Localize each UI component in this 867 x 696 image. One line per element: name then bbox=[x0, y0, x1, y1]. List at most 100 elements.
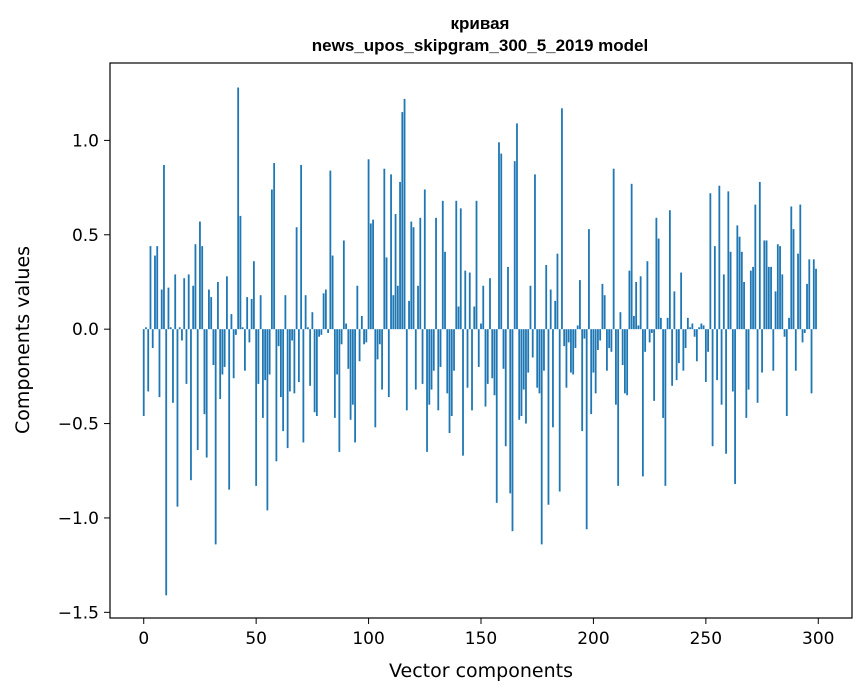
bar bbox=[500, 153, 503, 330]
x-tick-label: 150 bbox=[465, 629, 497, 649]
bar bbox=[390, 174, 392, 330]
bar bbox=[205, 329, 208, 458]
bar bbox=[475, 200, 478, 330]
bar bbox=[765, 240, 768, 330]
bar bbox=[520, 329, 523, 417]
bar bbox=[412, 227, 415, 330]
bar bbox=[435, 217, 437, 330]
bar bbox=[217, 281, 219, 330]
bar bbox=[270, 189, 273, 330]
bar bbox=[531, 329, 534, 358]
bar bbox=[704, 329, 707, 383]
bar bbox=[441, 200, 444, 330]
bar bbox=[675, 329, 678, 381]
bar bbox=[250, 298, 253, 330]
bar bbox=[565, 329, 568, 388]
bar bbox=[448, 329, 451, 433]
bar bbox=[770, 266, 772, 330]
bar bbox=[635, 281, 638, 330]
bar bbox=[291, 329, 294, 341]
bar bbox=[459, 208, 462, 330]
plot-area-frame bbox=[109, 62, 853, 619]
bar bbox=[403, 98, 406, 330]
bar bbox=[630, 183, 633, 330]
bar bbox=[628, 270, 631, 330]
bar bbox=[700, 323, 703, 330]
bar bbox=[340, 329, 343, 345]
bar bbox=[396, 285, 399, 330]
bar bbox=[648, 329, 651, 343]
bar bbox=[365, 329, 368, 343]
bar bbox=[154, 255, 156, 330]
bar bbox=[788, 317, 790, 330]
bar bbox=[212, 329, 215, 366]
bar bbox=[347, 329, 350, 369]
bar bbox=[738, 236, 741, 330]
bar bbox=[698, 327, 700, 330]
bar bbox=[244, 329, 246, 371]
bar bbox=[608, 329, 611, 349]
bar bbox=[567, 329, 570, 343]
y-tick-label: −1.0 bbox=[58, 509, 99, 529]
bar bbox=[509, 329, 512, 494]
bar bbox=[174, 274, 177, 330]
bar bbox=[378, 329, 381, 345]
bar bbox=[646, 261, 649, 330]
bar bbox=[255, 329, 258, 486]
bar bbox=[740, 251, 743, 330]
bar bbox=[734, 329, 736, 484]
bar bbox=[808, 259, 811, 330]
bar bbox=[772, 329, 775, 371]
bar bbox=[653, 329, 656, 401]
bar bbox=[570, 329, 572, 373]
bar bbox=[297, 329, 300, 383]
bar bbox=[288, 329, 291, 392]
bar bbox=[383, 168, 386, 330]
bar bbox=[810, 329, 813, 394]
bar bbox=[223, 329, 226, 367]
bar bbox=[167, 287, 170, 330]
bar bbox=[709, 193, 712, 330]
bar bbox=[716, 329, 718, 381]
bar bbox=[392, 295, 395, 330]
bar bbox=[779, 246, 781, 330]
bar bbox=[576, 325, 579, 330]
bar bbox=[203, 329, 206, 415]
bar bbox=[210, 297, 213, 330]
bar bbox=[163, 164, 165, 330]
bar bbox=[419, 217, 422, 330]
bar bbox=[358, 329, 361, 362]
bar bbox=[695, 329, 698, 362]
bar bbox=[387, 329, 390, 398]
bar bbox=[601, 283, 604, 330]
bar bbox=[320, 329, 323, 335]
bar bbox=[702, 325, 705, 330]
bar bbox=[495, 329, 498, 503]
bar bbox=[369, 223, 372, 330]
bar bbox=[518, 329, 521, 420]
bar bbox=[641, 329, 644, 477]
bar bbox=[599, 329, 602, 341]
bar bbox=[201, 246, 204, 330]
bar bbox=[147, 329, 150, 392]
bar bbox=[781, 274, 784, 330]
bar bbox=[545, 264, 548, 330]
bar bbox=[235, 329, 237, 335]
bar bbox=[394, 214, 397, 330]
bar bbox=[592, 329, 595, 373]
bar bbox=[360, 315, 363, 330]
bar bbox=[776, 244, 779, 330]
x-axis-label: Vector components bbox=[389, 660, 573, 682]
bar bbox=[489, 278, 491, 330]
bar bbox=[336, 329, 338, 375]
bar bbox=[455, 200, 458, 330]
bar bbox=[356, 285, 359, 330]
bar bbox=[183, 278, 186, 330]
bar bbox=[259, 295, 262, 330]
bar bbox=[468, 272, 471, 330]
bar bbox=[426, 329, 428, 452]
bar bbox=[486, 329, 489, 384]
bar bbox=[248, 329, 251, 343]
bar bbox=[689, 327, 692, 330]
bar bbox=[221, 329, 224, 375]
